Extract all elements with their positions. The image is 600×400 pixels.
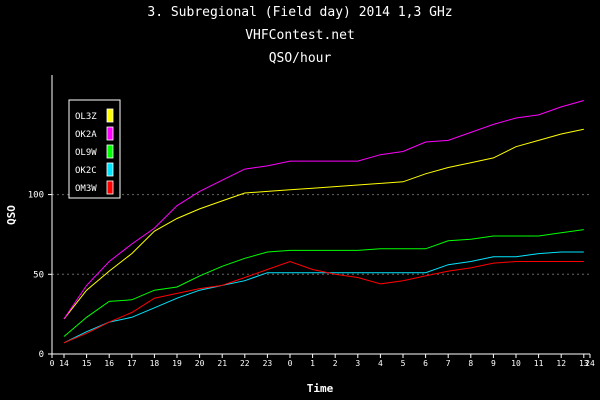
series-line-ok2a [63, 100, 584, 320]
x-axis-ticks: 0 14 15 16 17 18 19 20 21 22 23 0 1 2 3 4 5 6 7 8 9 10 11 12 132… [50, 354, 595, 368]
x-tick-label: 19 [172, 359, 182, 368]
x-tick-label: 0 [288, 359, 293, 368]
x-axis-label: Time [307, 382, 334, 395]
series-line-om3w [63, 260, 584, 344]
y-tick-label: 0 [39, 350, 44, 360]
x-tick-label: 11 [534, 359, 544, 368]
x-tick-label: 22 [240, 359, 250, 368]
chart-title: 3. Subregional (Field day) 2014 1,3 GHz [147, 5, 453, 20]
x-tick-label: 16 [104, 359, 114, 368]
y-axis-label: QSO [5, 205, 18, 225]
x-tick-label: 3 [355, 359, 360, 368]
x-tick-label: 20 [195, 359, 205, 368]
x-tick-label: 18 [150, 359, 160, 368]
x-tick-label: 17 [127, 359, 137, 368]
x-tick-label: 15 [82, 359, 92, 368]
x-tick-label: 6 [423, 359, 428, 368]
legend-label: OM3W [75, 184, 97, 194]
legend-swatch [106, 162, 114, 177]
legend-label: OL3Z [75, 112, 97, 122]
chart-subtitle: VHFContest.net [245, 28, 355, 43]
y-tick-label: 100 [28, 191, 44, 201]
legend-swatch [106, 126, 114, 141]
legend-swatch [106, 144, 114, 159]
x-tick-label: 10 [511, 359, 521, 368]
legend-label: OK2A [75, 130, 97, 140]
x-tick-label: 2 [333, 359, 338, 368]
x-tick-label: 9 [491, 359, 496, 368]
x-tick-label: 23 [263, 359, 273, 368]
series-lines [63, 100, 584, 344]
series-line-ol3z [63, 128, 584, 320]
x-tick-label: 12 [556, 359, 566, 368]
x-tick-label: 13 [579, 359, 589, 368]
legend-swatch [106, 180, 114, 195]
legend-label: OK2C [75, 166, 97, 176]
x-tick-label: 4 [378, 359, 383, 368]
x-tick-label: 8 [468, 359, 473, 368]
series-line-ol9w [63, 229, 584, 337]
y-tick-label: 50 [33, 270, 44, 280]
axes [51, 75, 590, 355]
x-tick-label: 21 [217, 359, 227, 368]
legend: OL3Z OK2A OL9W OK2C OM3W [68, 99, 121, 199]
x-tick-label: 7 [446, 359, 451, 368]
x-tick-label: 14 [59, 359, 69, 368]
series-line-ok2c [63, 251, 584, 344]
y-axis-ticks: 0 50 100 [28, 191, 52, 360]
x-tick-label: 0 [50, 359, 55, 368]
x-tick-label: 24 [585, 359, 595, 368]
legend-swatch [106, 108, 114, 123]
chart-subtitle-unit: QSO/hour [268, 51, 332, 66]
legend-label: OL9W [75, 148, 97, 158]
x-tick-label: 5 [401, 359, 406, 368]
x-tick-label: 1 [310, 359, 315, 368]
